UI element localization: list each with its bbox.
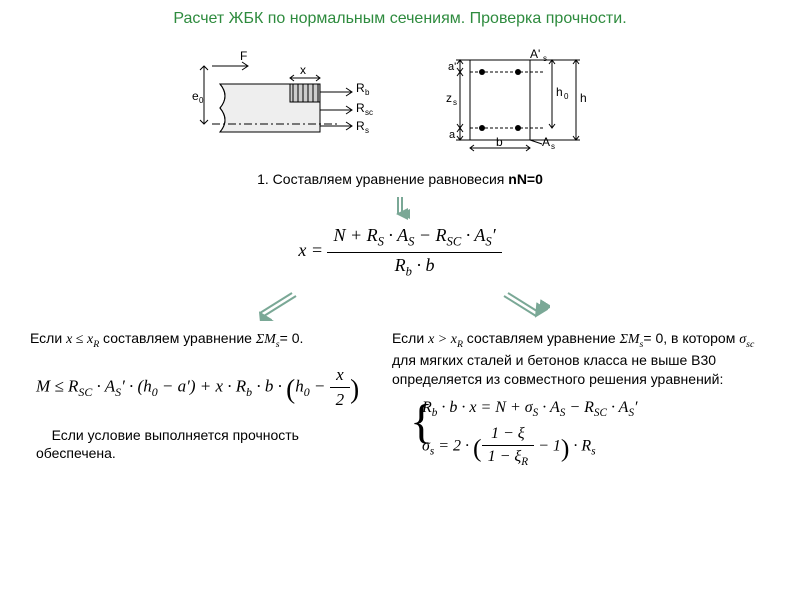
formula-x-num: N + RS · AS − RSC · AS′ (327, 225, 501, 253)
formula-x-lhs: x = (298, 240, 323, 260)
step1-text: 1. Составляем уравнение равновесия nN=0 (0, 171, 800, 187)
system-brace: { (410, 399, 433, 445)
left-condition: Если x ≤ xR составляем уравнение ΣMs= 0. (30, 329, 372, 351)
left-conclusion: Если условие выполняется прочностьобеспе… (30, 426, 372, 462)
svg-text:F: F (240, 49, 247, 63)
svg-text:s: s (551, 142, 555, 151)
right-condition: Если x > xR составляем уравнение ΣMs= 0,… (392, 329, 770, 389)
svg-text:R: R (356, 101, 365, 115)
svg-text:b: b (496, 135, 503, 149)
svg-text:a': a' (448, 61, 456, 73)
svg-text:a: a (449, 129, 456, 141)
arrow-down-icon (390, 195, 410, 221)
branch-arrows (0, 289, 800, 321)
diagram-row: e0 F x Rb Rsc (0, 46, 800, 159)
formula-x: x = N + RS · AS − RSC · AS′ Rb · b (0, 225, 800, 279)
formula-moment: M ≤ RSC · AS′ · (h0 − a′) + x · Rb · b ·… (30, 365, 372, 410)
svg-text:x: x (300, 63, 306, 77)
svg-text:s: s (453, 98, 457, 107)
two-columns: Если x ≤ xR составляем уравнение ΣMs= 0.… (0, 329, 800, 474)
system-line-1: Rb · b · x = N + σS · AS − RSC · AS′ (422, 399, 770, 419)
page-title: Расчет ЖБК по нормальным сечениям. Прове… (0, 0, 800, 28)
step1-eq: nN=0 (508, 171, 543, 187)
diagram-side-view: e0 F x Rb Rsc (190, 46, 390, 159)
svg-text:0: 0 (199, 96, 204, 105)
diagram-cross-section: A's As a' zs a b (430, 46, 610, 159)
step1-prefix: 1. Составляем уравнение равновесия (257, 171, 508, 187)
svg-text:0: 0 (564, 92, 569, 101)
svg-text:R: R (356, 81, 365, 95)
system-line-2: σs = 2 · (1 − ξ1 − ξR − 1) · Rs (422, 425, 770, 468)
svg-text:R: R (356, 119, 365, 133)
left-column: Если x ≤ xR составляем уравнение ΣMs= 0.… (30, 329, 372, 474)
svg-text:sc: sc (365, 108, 373, 117)
svg-text:h: h (580, 91, 587, 105)
formula-x-den: Rb · b (327, 253, 501, 280)
arrow-right-icon (500, 289, 550, 321)
svg-text:s: s (543, 54, 547, 63)
formula-system: { Rb · b · x = N + σS · AS − RSC · AS′ σ… (392, 399, 770, 468)
svg-text:A: A (542, 135, 550, 149)
svg-text:s: s (365, 126, 369, 135)
svg-text:z: z (446, 91, 452, 105)
arrow-left-icon (250, 289, 300, 321)
svg-text:b: b (365, 88, 370, 97)
svg-text:h: h (556, 85, 563, 99)
right-column: Если x > xR составляем уравнение ΣMs= 0,… (392, 329, 770, 474)
svg-text:A': A' (530, 47, 540, 61)
svg-text:e: e (192, 89, 199, 103)
